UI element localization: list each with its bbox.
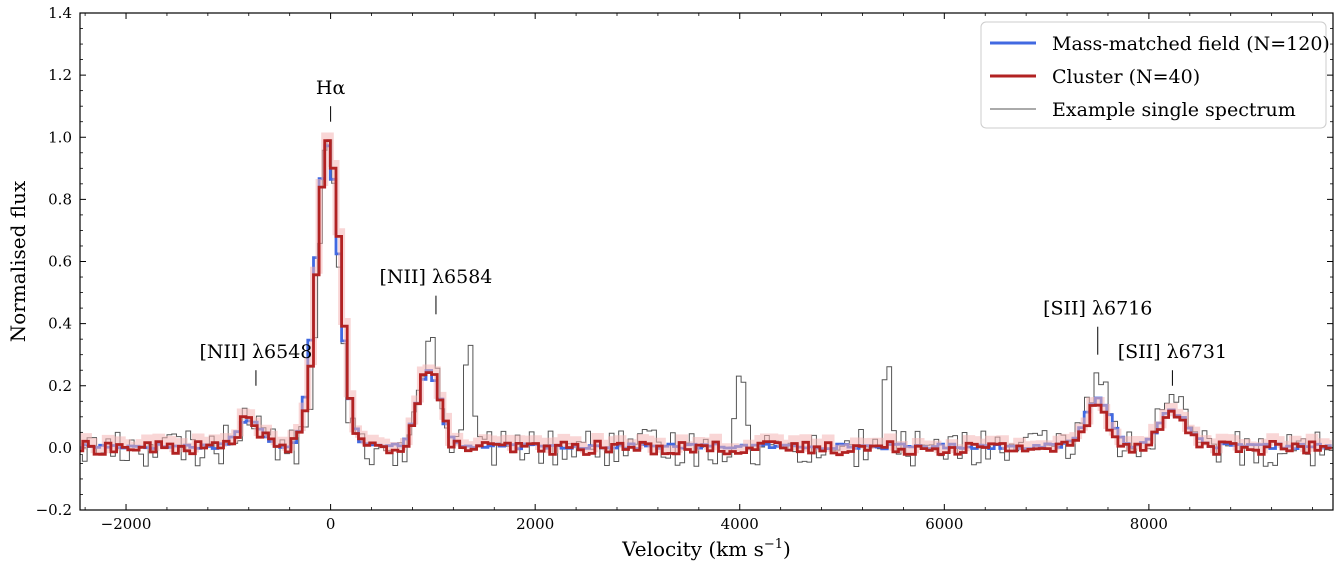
- y-tick-label: 0.4: [48, 315, 72, 333]
- plot-frame: [79, 12, 1334, 511]
- line-annotation: [NII] λ6584: [380, 266, 493, 288]
- line-annotation: [NII] λ6548: [199, 341, 312, 363]
- y-tick-label: 1.0: [48, 128, 72, 146]
- line-annotation: [SII] λ6731: [1118, 341, 1227, 363]
- x-tick-label: 2000: [516, 515, 554, 533]
- y-tick-label: 1.2: [48, 66, 72, 84]
- line-annotation: Hα: [316, 77, 346, 99]
- annotation-layer: [NII] λ6548 Hα [NII] λ6584 [SII] λ6716 [SII]…: [199, 77, 1227, 386]
- y-tick-label: 0.0: [48, 439, 72, 457]
- legend-box: [980, 21, 1327, 129]
- line-annotation: [SII] λ6716: [1043, 297, 1152, 319]
- series-layer: [80, 132, 1333, 467]
- y-axis-label: Normalised flux: [6, 180, 30, 342]
- y-tick-label: 1.4: [48, 4, 72, 22]
- x-axis-label-end: ): [783, 537, 791, 561]
- cluster-uncertainty-band: [80, 132, 1332, 454]
- legend-label-1: Cluster (N=40): [1052, 66, 1200, 88]
- x-tick-label: 4000: [721, 515, 759, 533]
- x-axis-label-sup: −1: [764, 537, 783, 552]
- y-tick-label: −0.2: [36, 501, 72, 519]
- legend-label-0: Mass-matched field (N=120): [1052, 33, 1330, 55]
- x-tick-label: 0: [326, 515, 336, 533]
- x-axis-label: Velocity (km s−1): [621, 537, 791, 561]
- x-tick-label: −2000: [101, 515, 152, 533]
- legend: Mass-matched field (N=120) Cluster (N=40)…: [980, 21, 1330, 129]
- y-tick-label: 0.2: [48, 377, 72, 395]
- x-axis-label-main: Velocity (km s: [621, 537, 764, 561]
- x-tick-label: 6000: [925, 515, 963, 533]
- series-line-1: [80, 139, 1332, 457]
- series-clip-group: [80, 132, 1333, 467]
- legend-label-2: Example single spectrum: [1052, 99, 1296, 121]
- x-tick-label: 8000: [1130, 515, 1168, 533]
- y-tick-label: 0.6: [48, 253, 72, 271]
- y-tick-label: 0.8: [48, 190, 72, 208]
